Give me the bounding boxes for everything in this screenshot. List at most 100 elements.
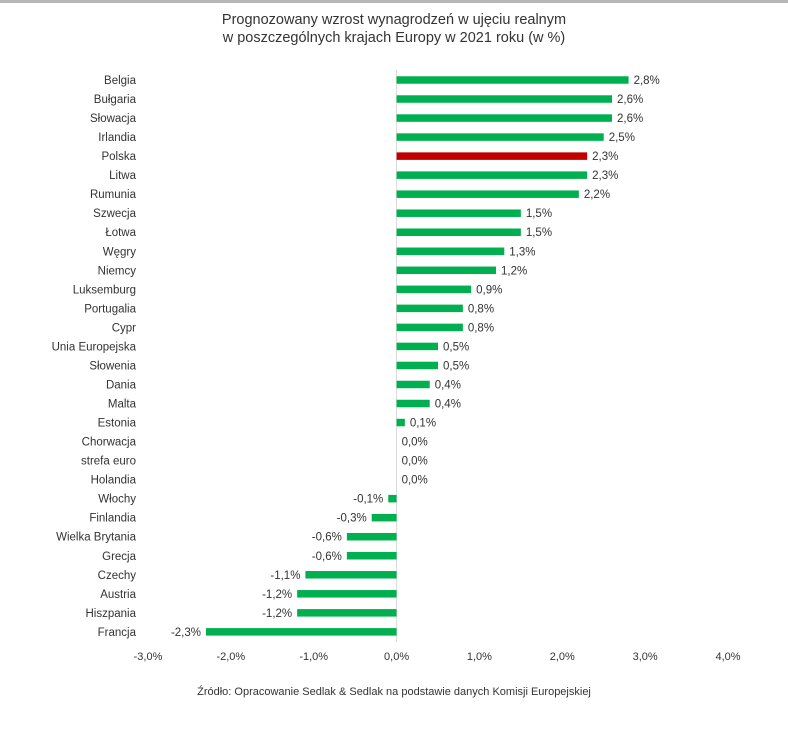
data-label: 1,3% <box>509 246 535 258</box>
category-label: Cypr <box>112 322 136 334</box>
bar <box>396 228 521 236</box>
chart-title: Prognozowany wzrost wynagrodzeń w ujęciu… <box>0 11 788 47</box>
category-label: Grecja <box>102 551 136 563</box>
category-label: Portugalia <box>84 303 136 315</box>
category-label: Węgry <box>103 246 136 258</box>
bar <box>396 418 405 427</box>
category-label: Irlandia <box>98 132 136 144</box>
bar <box>396 399 430 408</box>
data-label: 0,0% <box>402 475 428 487</box>
category-label: Dania <box>106 379 137 391</box>
data-label: -0,1% <box>353 494 383 506</box>
bar <box>346 532 397 541</box>
category-label: Łotwa <box>105 227 136 239</box>
data-label: -0,6% <box>312 532 342 544</box>
category-label: Estonia <box>98 418 137 430</box>
x-tick-label: -3,0% <box>134 651 163 663</box>
x-tick-label: 3,0% <box>633 651 658 663</box>
data-label: 2,2% <box>584 189 610 201</box>
category-label: Chorwacja <box>82 437 137 449</box>
data-label: 1,2% <box>501 265 527 277</box>
category-label: Czechy <box>98 570 137 582</box>
x-tick-label: -2,0% <box>216 651 245 663</box>
bar <box>396 95 612 103</box>
category-label: Rumunia <box>90 189 137 201</box>
data-label: 0,1% <box>410 418 436 430</box>
data-label: 2,5% <box>609 132 635 144</box>
bar <box>297 609 397 617</box>
bar <box>396 342 438 351</box>
data-label: 1,5% <box>526 227 552 239</box>
category-label: Niemcy <box>98 265 137 277</box>
category-label: Bułgaria <box>94 94 137 106</box>
category-label: Luksemburg <box>73 284 136 296</box>
category-label: Wielka Brytania <box>56 532 136 544</box>
category-label: Malta <box>108 399 137 411</box>
x-tick-label: 1,0% <box>467 651 492 663</box>
chart-title-line-1: Prognozowany wzrost wynagrodzeń w ujęciu… <box>221 12 567 28</box>
category-label: Francja <box>98 627 137 639</box>
bar <box>396 133 604 141</box>
category-label: Szwecja <box>93 208 136 220</box>
data-label: 2,3% <box>592 151 618 163</box>
bar <box>206 628 397 636</box>
x-tick-label: 4,0% <box>715 651 740 663</box>
category-label: Włochy <box>98 494 136 506</box>
bar <box>396 152 588 160</box>
data-label: -0,3% <box>337 513 367 525</box>
data-label: -2,3% <box>171 627 201 639</box>
data-label: 0,9% <box>476 284 502 296</box>
category-label: Słowenia <box>89 360 136 372</box>
data-label: 0,4% <box>435 399 461 411</box>
bar <box>396 171 588 179</box>
data-label: 0,0% <box>402 437 428 449</box>
data-label: -1,1% <box>270 570 300 582</box>
category-label: Holandia <box>91 475 137 487</box>
data-label: -1,2% <box>262 608 292 620</box>
x-tick-label: 0,0% <box>384 651 409 663</box>
data-label: -1,2% <box>262 589 292 601</box>
data-label: 2,6% <box>617 94 643 106</box>
category-label: Unia Europejska <box>52 341 137 353</box>
bar <box>371 513 397 522</box>
chart-title-line-2: w poszczególnych krajach Europy w 2021 r… <box>222 30 566 46</box>
data-label: 2,6% <box>617 113 643 125</box>
data-label: 0,0% <box>402 456 428 468</box>
category-label: strefa euro <box>81 456 136 468</box>
bar <box>396 304 463 313</box>
data-label: 1,5% <box>526 208 552 220</box>
x-tick-label: 2,0% <box>550 651 575 663</box>
data-label: -0,6% <box>312 551 342 563</box>
category-label: Polska <box>101 151 136 163</box>
data-label: 0,5% <box>443 360 469 372</box>
data-label: 0,8% <box>468 303 494 315</box>
data-label: 0,5% <box>443 341 469 353</box>
source-note: Źródło: Opracowanie Sedlak & Sedlak na p… <box>197 686 591 698</box>
category-label: Belgia <box>104 75 137 87</box>
bar <box>396 380 430 389</box>
x-tick-label: -1,0% <box>299 651 328 663</box>
bar <box>388 494 397 503</box>
category-label: Austria <box>100 589 136 601</box>
data-label: 2,3% <box>592 170 618 182</box>
bar <box>396 190 579 198</box>
bar <box>396 285 472 294</box>
data-label: 0,4% <box>435 379 461 391</box>
bar <box>396 323 463 332</box>
bar <box>305 571 397 579</box>
bar <box>346 552 397 560</box>
category-label: Hiszpania <box>86 608 137 620</box>
category-label: Słowacja <box>90 113 137 125</box>
data-label: 0,8% <box>468 322 494 334</box>
bar <box>396 209 521 217</box>
bar <box>396 76 629 84</box>
bar <box>396 114 612 122</box>
bar <box>396 266 496 275</box>
category-label: Finlandia <box>89 513 136 525</box>
category-label: Litwa <box>109 170 136 182</box>
data-label: 2,8% <box>634 75 660 87</box>
bar <box>297 590 397 598</box>
bar-chart: Belgia 2,8% Bułgaria 2,6% Słowacja 2,6% Irland… <box>52 70 741 663</box>
bar <box>396 361 438 370</box>
